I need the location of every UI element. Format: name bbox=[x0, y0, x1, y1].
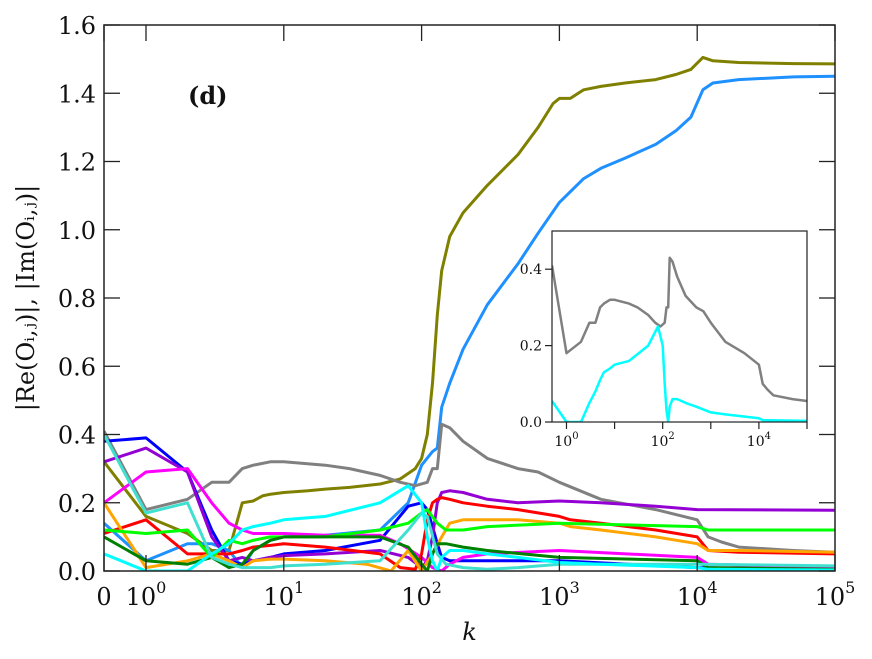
x-tick-label: 101 bbox=[263, 578, 304, 611]
inset-x-axis-ticks: 100 102 104 bbox=[554, 422, 808, 450]
y-tick-label: 0.0 bbox=[58, 558, 96, 586]
inset-plot-frame bbox=[551, 230, 808, 423]
x-tick-label: 104 bbox=[677, 578, 718, 611]
x-tick-label: 103 bbox=[539, 578, 580, 611]
x-tick-label: 100 bbox=[126, 578, 167, 611]
y-axis-ticks: 0.0 0.2 0.4 0.6 0.8 1.0 1.2 1.4 1.6 bbox=[58, 12, 835, 586]
y-tick-label: 1.6 bbox=[58, 12, 96, 40]
inset-plot: 0.0 0.2 0.4 100 102 104 bbox=[520, 230, 808, 450]
y-axis-label-text: |Re(Oᵢ,ⱼ)|, |Im(Oᵢ,ⱼ)| bbox=[12, 185, 41, 412]
series-line-orange bbox=[104, 501, 835, 571]
inset-x-tick-label: 104 bbox=[747, 431, 771, 450]
inset-y-tick-label: 0.0 bbox=[520, 415, 542, 431]
y-tick-label: 0.6 bbox=[58, 353, 96, 381]
y-tick-label: 0.8 bbox=[58, 285, 96, 313]
inset-y-tick-label: 0.4 bbox=[520, 262, 542, 278]
y-tick-label: 0.4 bbox=[58, 422, 96, 450]
series-line-cyan bbox=[104, 484, 835, 571]
inset-y-tick-label: 0.2 bbox=[520, 339, 542, 355]
x-tick-label: 102 bbox=[401, 578, 442, 611]
y-axis-label: |Re(Oᵢ,ⱼ)|, |Im(Oᵢ,ⱼ)| bbox=[12, 185, 41, 412]
inset-series-line-gray bbox=[552, 256, 807, 403]
y-tick-label: 0.2 bbox=[58, 490, 96, 518]
series-line-olive bbox=[104, 55, 835, 552]
x-axis-label: k bbox=[462, 618, 477, 646]
y-tick-label: 1.0 bbox=[58, 217, 96, 245]
y-tick-label: 1.4 bbox=[58, 80, 96, 108]
x-tick-label: 105 bbox=[815, 578, 856, 611]
inset-x-tick-label: 102 bbox=[651, 431, 675, 450]
inset-background bbox=[552, 231, 807, 422]
inset-series-line-cyan bbox=[552, 325, 807, 422]
inset-plot-lines bbox=[552, 256, 807, 422]
inset-x-tick-label: 100 bbox=[554, 431, 578, 450]
x-tick-label: 0 bbox=[96, 583, 111, 611]
panel-label: (d) bbox=[188, 81, 228, 110]
y-tick-label: 1.2 bbox=[58, 149, 96, 177]
series-line-gray bbox=[104, 422, 835, 554]
series-line-darkgreen bbox=[104, 535, 835, 571]
main-plot-lines bbox=[104, 55, 835, 571]
inset-y-axis-ticks: 0.0 0.2 0.4 bbox=[520, 262, 552, 431]
